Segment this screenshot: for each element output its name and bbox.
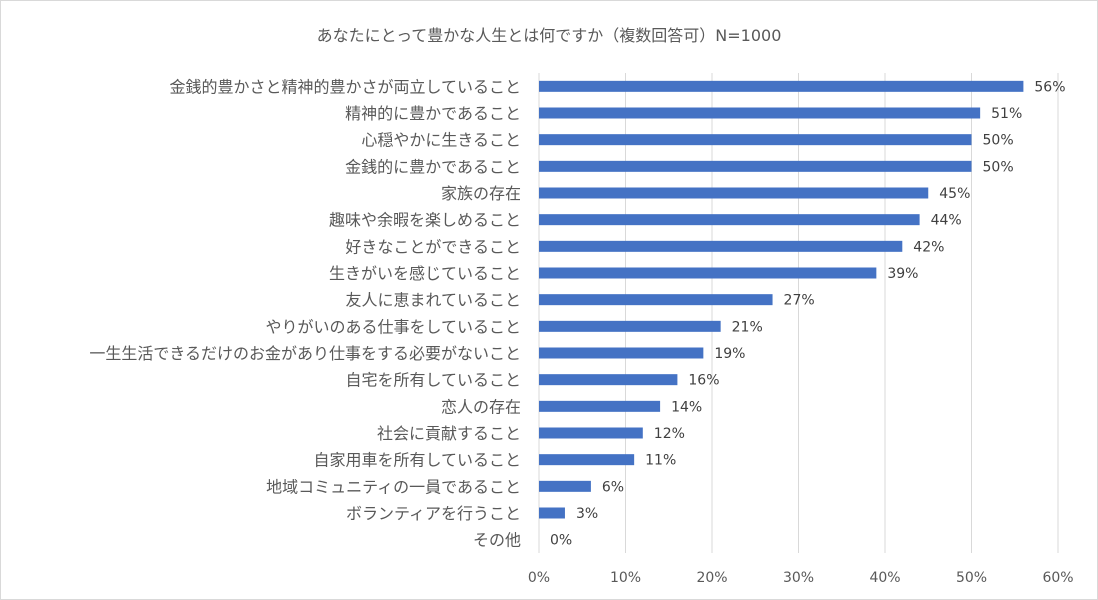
bar xyxy=(539,294,773,306)
category-label: 趣味や余暇を楽しめること xyxy=(329,211,521,230)
bar xyxy=(539,187,929,199)
category-label: 自家用車を所有していること xyxy=(313,451,521,470)
data-label: 0% xyxy=(550,533,572,549)
data-label: 45% xyxy=(939,186,970,202)
data-label: 3% xyxy=(576,506,598,522)
data-label: 6% xyxy=(602,479,624,495)
category-label: 友人に恵まれていること xyxy=(345,291,521,310)
category-label: 一生生活できるだけのお金があり仕事をする必要がないこと xyxy=(89,344,521,363)
bar xyxy=(539,80,1024,92)
data-label: 19% xyxy=(714,346,745,362)
category-label: 家族の存在 xyxy=(441,184,521,203)
bar xyxy=(539,454,635,466)
data-label: 56% xyxy=(1034,79,1065,95)
x-tick-label: 30% xyxy=(783,570,814,586)
category-label: やりがいのある仕事をしていること xyxy=(265,317,521,336)
data-label: 16% xyxy=(688,373,719,389)
bar xyxy=(539,480,591,492)
bar xyxy=(539,134,972,146)
bar xyxy=(539,374,678,386)
x-tick-label: 10% xyxy=(610,570,641,586)
x-tick-label: 60% xyxy=(1042,570,1073,586)
bar xyxy=(539,507,565,519)
category-label: 地域コミュニティの一員であること xyxy=(266,477,521,496)
bar xyxy=(539,214,920,226)
bar xyxy=(539,160,972,172)
data-label: 12% xyxy=(654,426,685,442)
category-label: 生きがいを感じていること xyxy=(329,264,521,283)
data-label: 50% xyxy=(983,133,1014,149)
category-label: その他 xyxy=(473,531,521,550)
category-label: 社会に貢献すること xyxy=(377,424,521,443)
data-label: 14% xyxy=(671,399,702,415)
data-label: 11% xyxy=(645,453,676,469)
category-label: 自宅を所有していること xyxy=(345,371,521,390)
data-label: 42% xyxy=(913,239,944,255)
chart-title: あなたにとって豊かな人生とは何ですか（複数回答可）N=1000 xyxy=(316,26,782,45)
data-label: 21% xyxy=(732,319,763,335)
x-tick-label: 40% xyxy=(869,570,900,586)
x-tick-label: 0% xyxy=(528,570,550,586)
data-label: 44% xyxy=(931,213,962,229)
bar xyxy=(539,240,903,252)
bar xyxy=(539,320,721,332)
bar xyxy=(539,427,643,439)
bar xyxy=(539,107,981,119)
x-tick-label: 20% xyxy=(696,570,727,586)
bar xyxy=(539,400,661,412)
bar xyxy=(539,347,704,359)
data-label: 50% xyxy=(983,159,1014,175)
category-label: 金銭的に豊かであること xyxy=(345,157,521,176)
category-label: 好きなことができること xyxy=(345,237,521,256)
category-label: 精神的に豊かであること xyxy=(345,104,521,123)
category-label: ボランティアを行うこと xyxy=(346,504,521,523)
data-label: 27% xyxy=(784,293,815,309)
data-label: 51% xyxy=(991,106,1022,122)
x-tick-label: 50% xyxy=(956,570,987,586)
category-label: 金銭的豊かさと精神的豊かさが両立していること xyxy=(169,77,521,96)
bar xyxy=(539,267,877,279)
category-label: 恋人の存在 xyxy=(441,397,521,416)
data-label: 39% xyxy=(887,266,918,282)
category-label: 心穏やかに生きること xyxy=(361,131,521,150)
